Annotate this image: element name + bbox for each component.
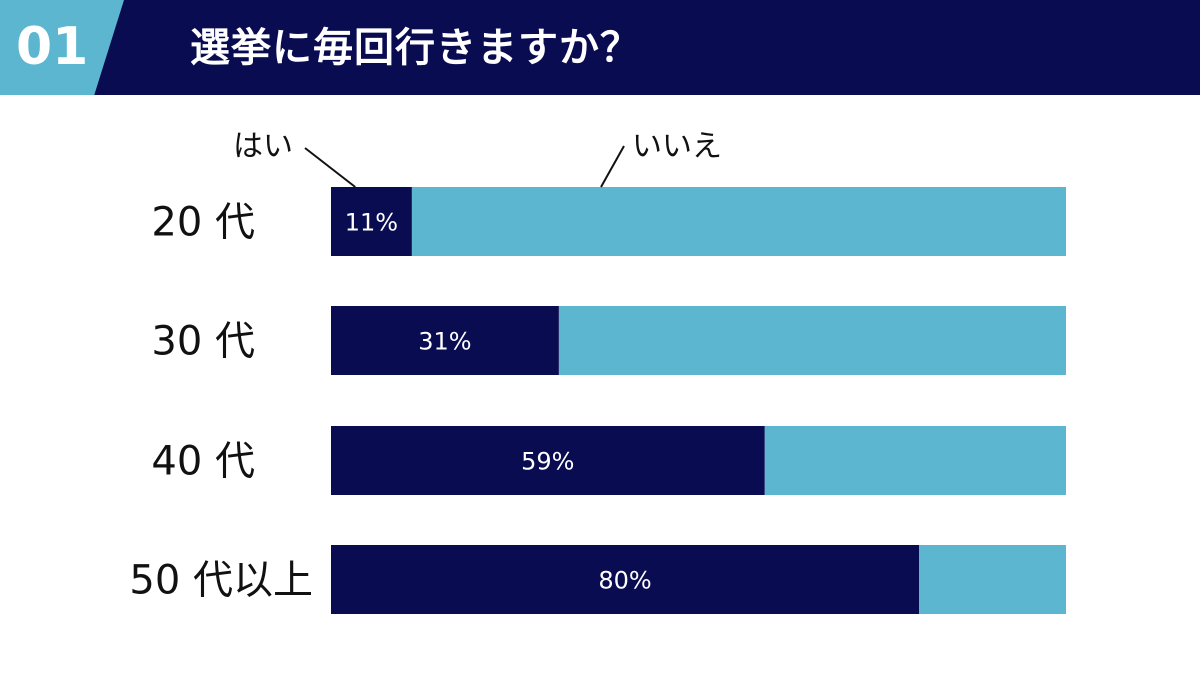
category-label: 40 代 xyxy=(151,439,255,485)
question-number: 01 xyxy=(16,17,89,77)
bar-segment-no xyxy=(411,187,1067,256)
data-label: 11% xyxy=(345,209,398,237)
legend-pointer-no xyxy=(600,145,625,188)
data-label: 59% xyxy=(521,448,574,476)
category-label: 20 代 xyxy=(151,200,255,246)
bar-segment-no xyxy=(764,426,1066,495)
category-label: 50 代以上 xyxy=(129,558,313,604)
bar-segment-no xyxy=(558,306,1066,375)
page-title: 選挙に毎回行きますか？ xyxy=(190,25,641,71)
legend-label-no: いいえ xyxy=(632,129,722,164)
legend-pointer-yes xyxy=(304,147,356,188)
bar-segment-no xyxy=(919,545,1066,614)
category-label: 30 代 xyxy=(151,319,255,365)
header-bar: 01 選挙に毎回行きますか？ xyxy=(0,0,1200,95)
bar-segment-yes xyxy=(331,306,559,375)
data-label: 31% xyxy=(418,328,471,356)
legend-label-yes: はい xyxy=(233,129,293,164)
bar-segment-yes xyxy=(331,545,919,614)
data-label: 80% xyxy=(598,567,651,595)
bar-segment-yes xyxy=(331,426,765,495)
bar-segment-yes xyxy=(331,187,412,256)
